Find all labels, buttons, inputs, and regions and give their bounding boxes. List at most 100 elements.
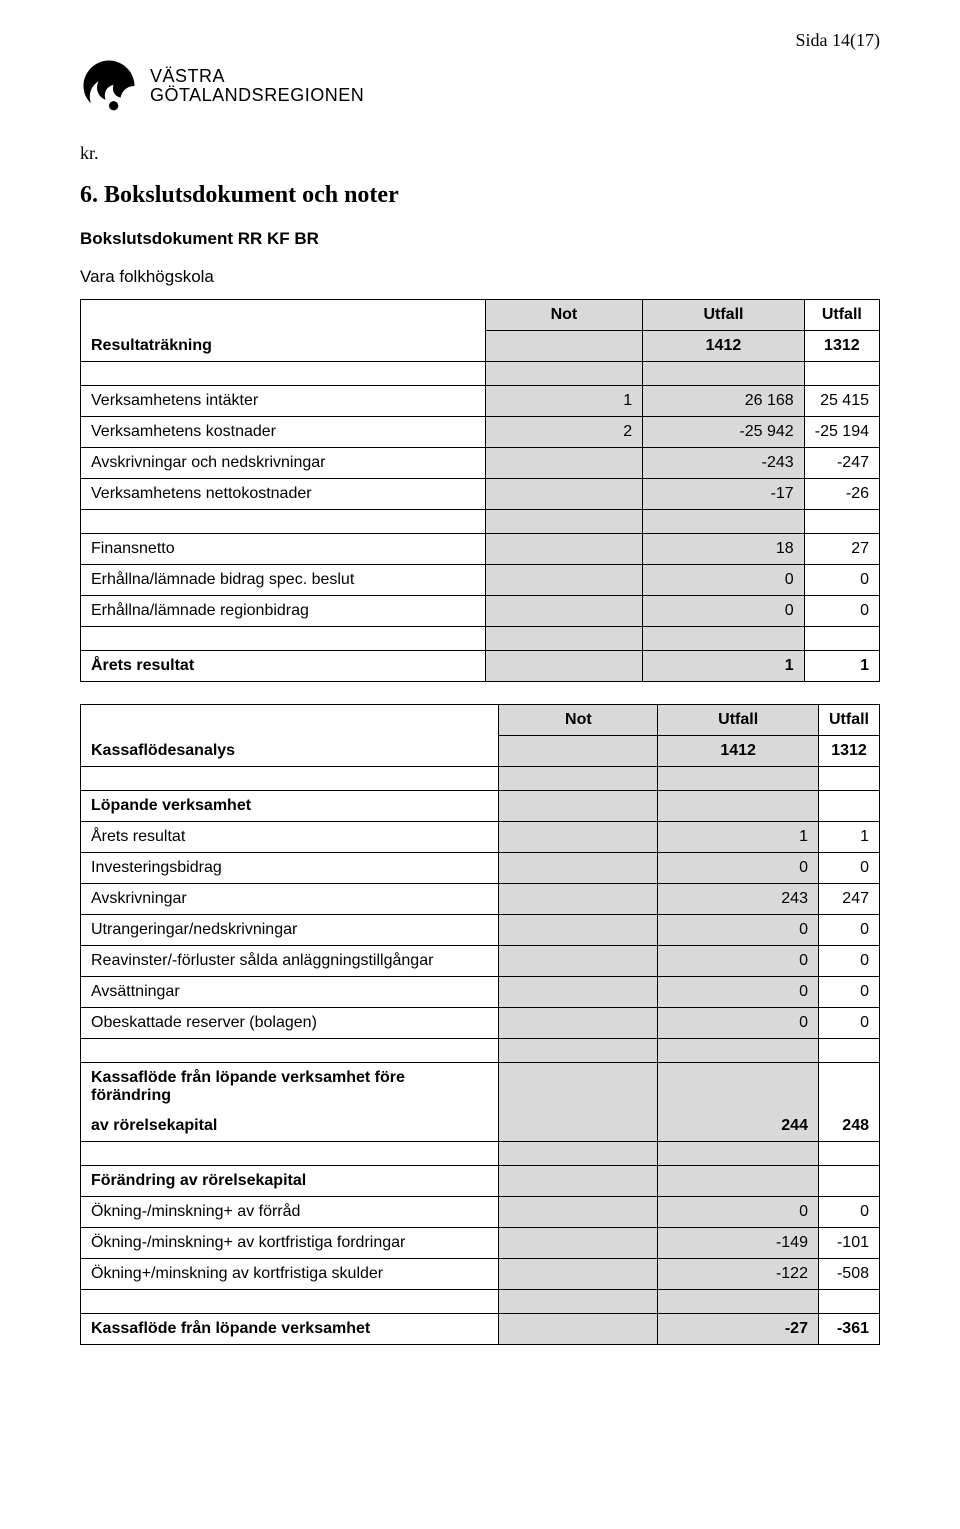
row-v1: 0 [643, 565, 805, 596]
subtotal-line2: av rörelsekapital [81, 1111, 499, 1142]
row-label: Reavinster/-förluster sålda anläggningst… [81, 946, 499, 977]
row-v1: -122 [658, 1259, 819, 1290]
row-label: Ökning+/minskning av kortfristiga skulde… [81, 1259, 499, 1290]
subtotal-v2: -361 [818, 1314, 879, 1345]
row-v2: 247 [818, 884, 879, 915]
vgr-logo-icon [80, 57, 138, 115]
table-row: Avskrivningar och nedskrivningar -243 -2… [81, 448, 880, 479]
subtotal-line1: Kassaflöde från löpande verksamhet före … [81, 1063, 499, 1112]
row-v2: 0 [818, 977, 879, 1008]
row-v1: 1 [658, 822, 819, 853]
page-number: Sida 14(17) [80, 30, 880, 51]
section-head-row: Löpande verksamhet [81, 791, 880, 822]
page: Sida 14(17) VÄSTRA GÖTALANDSREGIONEN kr.… [0, 0, 960, 1407]
total-v1: 1 [643, 651, 805, 682]
row-label: Erhållna/lämnade regionbidrag [81, 596, 486, 627]
period-2: 1312 [818, 736, 879, 767]
total-v2: 1 [804, 651, 879, 682]
col-not: Not [499, 705, 658, 736]
section-head-row: Förändring av rörelsekapital [81, 1166, 880, 1197]
logo-line2: GÖTALANDSREGIONEN [150, 85, 364, 105]
table-row: Avskrivningar 243 247 [81, 884, 880, 915]
row-v2: 0 [804, 565, 879, 596]
cashflow-table: Kassaflödesanalys Not Utfall Utfall 1412… [80, 704, 880, 1345]
row-label: Årets resultat [81, 822, 499, 853]
row-label: Ökning-/minskning+ av förråd [81, 1197, 499, 1228]
subtotal-v2: 248 [818, 1111, 879, 1142]
col-utfall-1: Utfall [658, 705, 819, 736]
col-utfall-1: Utfall [643, 300, 805, 331]
section-title: 6. Bokslutsdokument och noter [80, 182, 880, 209]
table-row: Ökning+/minskning av kortfristiga skulde… [81, 1259, 880, 1290]
row-v1: -149 [658, 1228, 819, 1259]
row-label: Avsättningar [81, 977, 499, 1008]
row-v2: -26 [804, 479, 879, 510]
row-label: Finansnetto [81, 534, 486, 565]
sec1-label: Löpande verksamhet [81, 791, 499, 822]
row-label: Verksamhetens intäkter [81, 386, 486, 417]
table-row: Investeringsbidrag 0 0 [81, 853, 880, 884]
spacer-row [81, 1290, 880, 1314]
row-v1: -243 [643, 448, 805, 479]
spacer-row [81, 627, 880, 651]
table-row: Ökning-/minskning+ av förråd 0 0 [81, 1197, 880, 1228]
row-v2: -247 [804, 448, 879, 479]
table-row: Årets resultat 1 1 [81, 822, 880, 853]
subtotal-row: Kassaflöde från löpande verksamhet före … [81, 1063, 880, 1112]
row-v1: 0 [658, 853, 819, 884]
table-row: Erhållna/lämnade bidrag spec. beslut 0 0 [81, 565, 880, 596]
result-header-label: Resultaträkning [91, 337, 212, 354]
table-row: Obeskattade reserver (bolagen) 0 0 [81, 1008, 880, 1039]
cash-header-label: Kassaflödesanalys [91, 742, 235, 759]
row-not: 1 [485, 386, 643, 417]
row-label: Investeringsbidrag [81, 853, 499, 884]
table-row: Verksamhetens nettokostnader -17 -26 [81, 479, 880, 510]
table-row: Verksamhetens intäkter 1 26 168 25 415 [81, 386, 880, 417]
period-2: 1312 [804, 331, 879, 362]
row-v1: 0 [658, 946, 819, 977]
row-v2: 0 [818, 915, 879, 946]
row-v1: 0 [658, 1197, 819, 1228]
col-not: Not [485, 300, 643, 331]
subtotal-row: Kassaflöde från löpande verksamhet -27 -… [81, 1314, 880, 1345]
subtotal-v1: -27 [658, 1314, 819, 1345]
row-label: Verksamhetens nettokostnader [81, 479, 486, 510]
logo-line1: VÄSTRA [150, 66, 225, 86]
row-v1: 243 [658, 884, 819, 915]
row-not [485, 479, 643, 510]
row-label: Erhållna/lämnade bidrag spec. beslut [81, 565, 486, 596]
subtotal-label: Kassaflöde från löpande verksamhet [81, 1314, 499, 1345]
table-header-row: Kassaflödesanalys Not Utfall Utfall [81, 705, 880, 736]
row-not [485, 448, 643, 479]
row-label: Verksamhetens kostnader [81, 417, 486, 448]
row-v2: 0 [818, 946, 879, 977]
row-label: Ökning-/minskning+ av kortfristiga fordr… [81, 1228, 499, 1259]
row-v1: 0 [643, 596, 805, 627]
table-header-row: Resultaträkning Not Utfall Utfall [81, 300, 880, 331]
row-label: Avskrivningar [81, 884, 499, 915]
period-1: 1412 [658, 736, 819, 767]
table-row: Utrangeringar/nedskrivningar 0 0 [81, 915, 880, 946]
sec2-label: Förändring av rörelsekapital [81, 1166, 499, 1197]
period-1: 1412 [643, 331, 805, 362]
table-row: Avsättningar 0 0 [81, 977, 880, 1008]
logo-block: VÄSTRA GÖTALANDSREGIONEN [80, 57, 880, 115]
row-v2: 0 [818, 853, 879, 884]
row-v2: 25 415 [804, 386, 879, 417]
row-v2: 0 [818, 1197, 879, 1228]
row-not: 2 [485, 417, 643, 448]
row-v1: 26 168 [643, 386, 805, 417]
spacer-row [81, 1039, 880, 1063]
col-utfall-2: Utfall [818, 705, 879, 736]
row-v1: 0 [658, 1008, 819, 1039]
spacer-row [81, 510, 880, 534]
row-v2: -508 [818, 1259, 879, 1290]
logo-text: VÄSTRA GÖTALANDSREGIONEN [150, 67, 364, 105]
row-v1: -25 942 [643, 417, 805, 448]
row-v2: -101 [818, 1228, 879, 1259]
col-utfall-2: Utfall [804, 300, 879, 331]
table-row: Verksamhetens kostnader 2 -25 942 -25 19… [81, 417, 880, 448]
spacer-row [81, 767, 880, 791]
kr-label: kr. [80, 143, 880, 164]
doc-subtitle-plain: Vara folkhögskola [80, 267, 880, 287]
